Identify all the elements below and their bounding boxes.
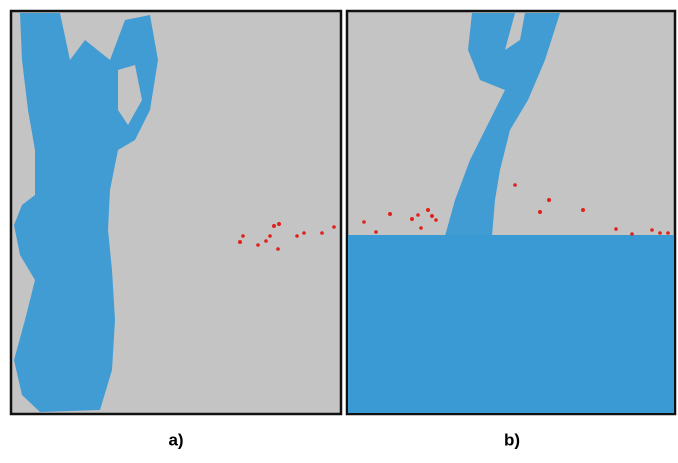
red-point bbox=[276, 247, 280, 251]
red-point bbox=[513, 183, 517, 187]
panel-label: b) bbox=[504, 430, 520, 449]
red-point bbox=[302, 231, 306, 235]
red-point bbox=[374, 230, 378, 234]
red-point bbox=[362, 220, 366, 224]
red-point bbox=[410, 217, 414, 221]
red-point bbox=[264, 239, 268, 243]
red-point bbox=[238, 240, 242, 244]
red-point bbox=[388, 212, 392, 216]
red-point bbox=[434, 218, 438, 222]
red-point bbox=[241, 234, 245, 238]
red-point bbox=[581, 208, 585, 212]
red-point bbox=[666, 231, 670, 235]
red-point bbox=[547, 198, 551, 202]
red-point bbox=[650, 228, 654, 232]
red-point bbox=[320, 231, 324, 235]
red-point bbox=[332, 225, 336, 229]
red-point bbox=[658, 231, 662, 235]
red-point bbox=[426, 208, 430, 212]
red-point bbox=[630, 232, 634, 236]
red-point bbox=[419, 226, 423, 230]
page: a) b) (() => { const data = JSON.parse(d… bbox=[0, 0, 678, 463]
red-point bbox=[614, 227, 618, 231]
red-point bbox=[272, 224, 276, 228]
figure: a) b) bbox=[0, 0, 678, 463]
panel-a bbox=[11, 11, 341, 414]
panel-b bbox=[347, 11, 675, 414]
red-point bbox=[416, 213, 420, 217]
floor-cloud bbox=[348, 235, 674, 413]
red-point bbox=[295, 234, 299, 238]
red-point bbox=[256, 243, 260, 247]
red-point bbox=[538, 210, 542, 214]
red-point bbox=[268, 234, 272, 238]
red-point bbox=[430, 214, 434, 218]
panel-label: a) bbox=[168, 430, 183, 449]
red-point bbox=[277, 222, 281, 226]
